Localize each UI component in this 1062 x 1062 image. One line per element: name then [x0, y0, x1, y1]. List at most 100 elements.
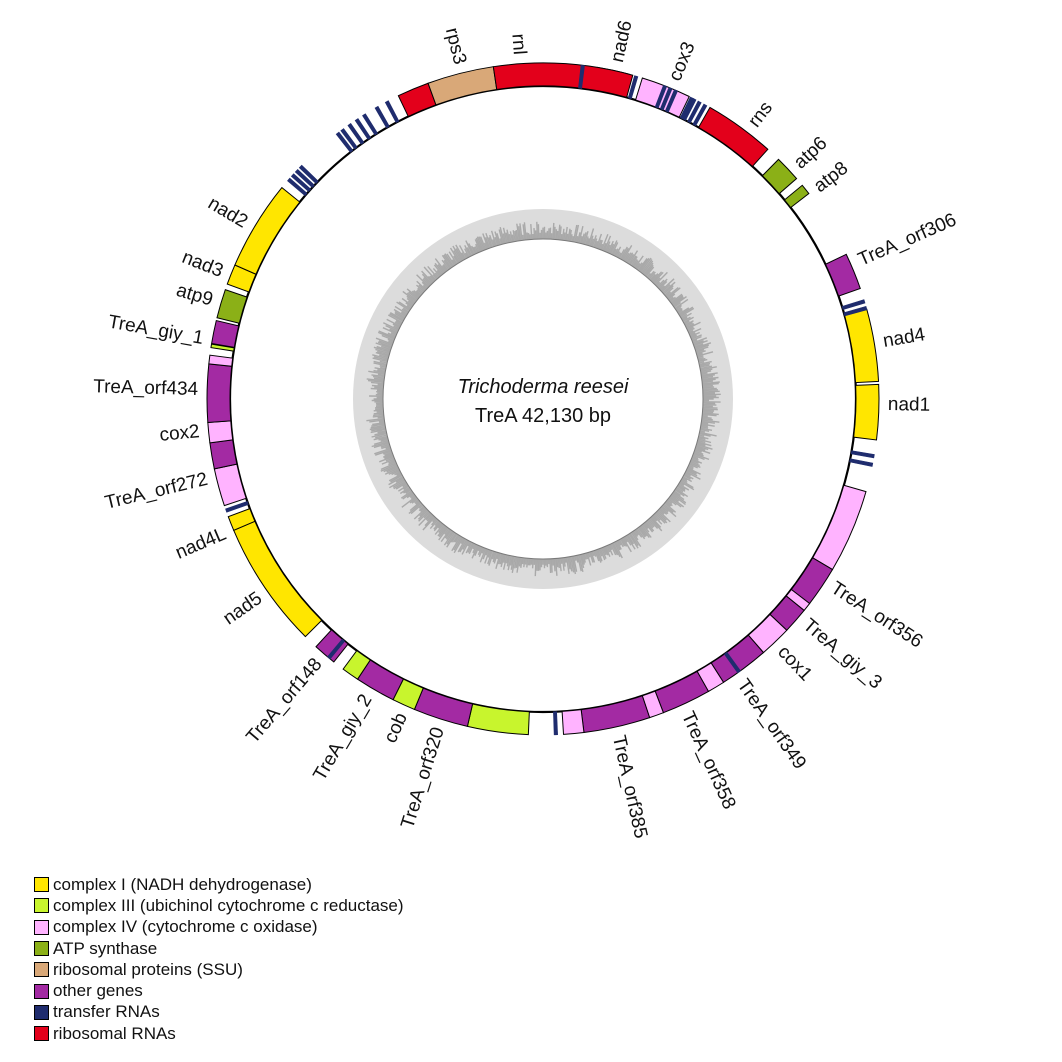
- label-atp9: atp9: [174, 280, 215, 311]
- legend-label: transfer RNAs: [53, 1002, 160, 1022]
- legend-swatch: [34, 1004, 49, 1020]
- gene-trea-orf320: [413, 687, 474, 727]
- legend-label: ribosomal proteins (SSU): [53, 959, 243, 979]
- label-cox2: cox2: [159, 421, 201, 446]
- trna-mark: [335, 131, 354, 153]
- legend-swatch: [34, 919, 49, 935]
- legend-swatch: [34, 877, 49, 893]
- trna-mark: [849, 458, 874, 467]
- trna-mark: [374, 105, 390, 129]
- label-cox3: cox3: [665, 39, 700, 84]
- label-trea-orf349: TreA_orf349: [733, 675, 810, 773]
- label-nad4l: nad4L: [172, 524, 229, 564]
- legend-item-atp: ATP synthase: [34, 938, 404, 959]
- legend-item-complex1: complex I (NADH dehydrogenase): [34, 874, 404, 895]
- gene-block-other: [209, 439, 238, 470]
- trna-mark: [664, 89, 678, 113]
- gc-midline: [382, 238, 704, 560]
- trna-mark: [850, 450, 875, 459]
- gene-trea-orf306: [824, 253, 861, 297]
- gene-cox2: [207, 420, 234, 444]
- label-nad6: nad6: [607, 19, 637, 65]
- label-trea-orf272: TreA_orf272: [103, 469, 210, 514]
- gene-rnl: [492, 62, 634, 98]
- label-atp6: atp6: [790, 133, 831, 173]
- trna-mark: [340, 128, 358, 150]
- gene-rns: [697, 106, 769, 168]
- label-trea-giy-2: TreA_giy_2: [309, 691, 376, 785]
- legend-label: ATP synthase: [53, 938, 158, 958]
- trna-mark: [384, 100, 400, 124]
- label-trea-giy-3: TreA_giy_3: [799, 615, 886, 694]
- legend-swatch: [34, 941, 49, 957]
- trna-mark: [327, 638, 346, 660]
- legend-label: complex I (NADH dehydrogenase): [53, 874, 312, 894]
- label-rnl: rnl: [507, 33, 529, 56]
- label-nad1: nad1: [888, 394, 931, 416]
- gc-content-ring: [353, 209, 733, 589]
- gene-nad2: [234, 186, 301, 275]
- trna-mark: [723, 651, 741, 674]
- gene-rps3: [427, 66, 498, 106]
- label-cox1: cox1: [773, 642, 816, 686]
- label-trea-orf320: TreA_orf320: [397, 725, 449, 831]
- gc-content-histogram: [366, 221, 721, 577]
- gene-nad4l: [227, 507, 256, 531]
- gene-trea-orf385: [580, 695, 651, 734]
- gene-atp6: [761, 158, 798, 195]
- trna-mark: [841, 299, 866, 310]
- gene-block-complex3: [466, 703, 530, 736]
- legend-item-rrna: ribosomal RNAs: [34, 1023, 404, 1044]
- trna-mark: [627, 75, 639, 100]
- trna-mark: [659, 87, 673, 111]
- gene-trea-orf434: [206, 363, 233, 423]
- legend-swatch: [34, 983, 49, 999]
- gene-nad1: [853, 383, 880, 441]
- label-trea-orf148: TreA_orf148: [242, 654, 326, 747]
- label-trea-giy-1: TreA_giy_1: [106, 312, 205, 349]
- legend-item-ribo_prot: ribosomal proteins (SSU): [34, 959, 404, 980]
- label-cob: cob: [380, 710, 412, 747]
- trna-mark: [225, 501, 249, 513]
- trna-mark: [294, 168, 315, 188]
- legend-item-trna: transfer RNAs: [34, 1002, 404, 1023]
- trna-mark: [578, 64, 585, 89]
- trna-mark: [287, 177, 308, 197]
- trna-mark: [843, 306, 868, 317]
- trna-mark: [347, 123, 365, 145]
- gene-atp8: [783, 184, 810, 209]
- gene-block-complex3: [342, 649, 371, 680]
- label-trea-orf385: TreA_orf385: [608, 733, 651, 840]
- gene-atp9: [216, 288, 248, 324]
- label-trea-orf434: TreA_orf434: [93, 376, 199, 400]
- gene-block-complex4: [208, 354, 234, 367]
- legend-label: complex III (ubichinol cytochrome c redu…: [53, 895, 404, 915]
- gene-block-complex4: [561, 709, 585, 735]
- legend-label: ribosomal RNAs: [53, 1023, 176, 1043]
- trna-track: [225, 64, 875, 736]
- label-nad3: nad3: [179, 247, 226, 282]
- trna-mark: [553, 711, 558, 736]
- gene-trea-orf272: [213, 463, 247, 507]
- legend-swatch: [34, 898, 49, 914]
- gene-trea-giy-1: [211, 319, 240, 348]
- trna-mark: [354, 118, 372, 140]
- legend-swatch: [34, 962, 49, 978]
- gene-track: [206, 62, 880, 736]
- trna-mark: [362, 113, 379, 136]
- gc-inner-mask: [383, 239, 703, 559]
- gene-nad5: [233, 520, 323, 638]
- legend-swatch: [34, 1026, 49, 1042]
- label-nad4: nad4: [881, 324, 927, 352]
- label-nad2: nad2: [204, 193, 251, 233]
- legend-item-complex4: complex IV (cytochrome c oxidase): [34, 917, 404, 938]
- trna-mark: [692, 103, 708, 127]
- legend-label: other genes: [53, 981, 143, 1001]
- legend-item-other: other genes: [34, 980, 404, 1001]
- legend: complex I (NADH dehydrogenase) complex II…: [34, 874, 404, 1044]
- label-nad5: nad5: [219, 588, 266, 629]
- gene-nad4: [844, 308, 880, 384]
- gene-trea-orf358: [654, 670, 710, 714]
- gene-block-complex3: [210, 343, 235, 352]
